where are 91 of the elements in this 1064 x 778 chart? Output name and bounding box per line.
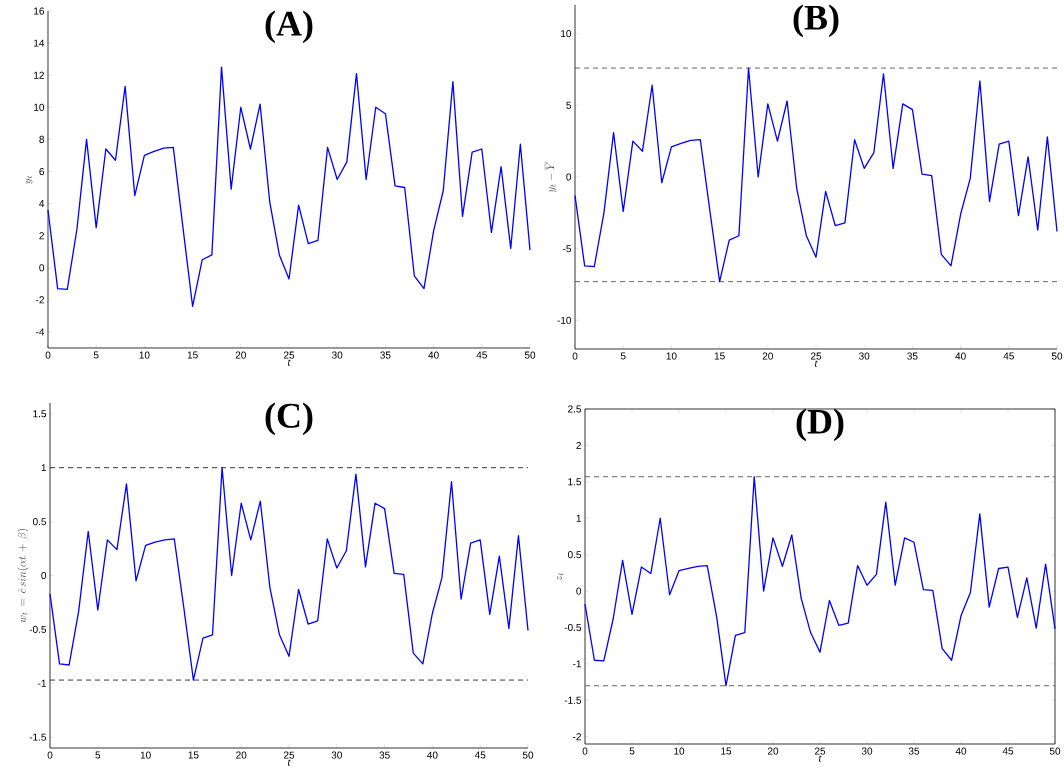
line-series <box>584 476 1056 687</box>
x-tick-label: 45 <box>476 351 487 359</box>
y-tick-label: 1 <box>41 464 46 472</box>
x-tick-label: 0 <box>582 747 588 755</box>
y-tick-label: 0.5 <box>567 551 582 559</box>
x-tick-label: 5 <box>93 351 99 359</box>
x-tick-label: 10 <box>140 751 151 759</box>
y-tick-label: -1.5 <box>29 733 47 741</box>
x-tick-label: 25 <box>283 351 295 359</box>
x-tick-label: 40 <box>955 747 967 755</box>
y-tick-label: -0.5 <box>29 625 47 633</box>
y-tick-label: 0 <box>576 587 582 595</box>
y-tick-label: -1 <box>38 679 46 687</box>
x-tick-label: 20 <box>236 751 247 759</box>
x-tick-label: 10 <box>666 352 677 360</box>
y-tick-label: 5 <box>566 101 572 109</box>
x-tick-label: 40 <box>428 351 439 359</box>
x-tick-label: 50 <box>524 351 536 359</box>
chart-title: (C) <box>265 402 313 436</box>
y-tick-label: -1.5 <box>564 696 582 704</box>
x-tick-label: 30 <box>332 351 343 359</box>
x-axis-title: t <box>818 755 822 762</box>
y-tick-label: 10 <box>561 30 572 38</box>
y-axis-title: $w_t \,=\, \hat{c}\, sin(\alpha t \,+\, \beta)$ <box>17 529 29 623</box>
x-tick-label: 10 <box>674 747 685 755</box>
y-tick-label: 12 <box>34 71 44 79</box>
x-tick-label: 50 <box>1051 352 1063 360</box>
x-tick-label: 0 <box>47 751 53 759</box>
y-tick-label: 1 <box>576 514 581 522</box>
x-tick-label: 45 <box>1003 352 1014 360</box>
x-tick-label: 35 <box>379 751 390 759</box>
y-tick-label: -2 <box>36 296 44 304</box>
y-tick-label: 2.5 <box>568 405 582 413</box>
x-tick-label: 25 <box>283 751 295 759</box>
x-tick-label: 45 <box>1002 747 1014 755</box>
y-axis-title: $z_t$ <box>556 572 564 581</box>
x-tick-label: 5 <box>95 751 101 759</box>
y-tick-label: -5 <box>563 245 572 253</box>
x-tick-label: 30 <box>331 751 342 759</box>
y-axis-title: $y_t$ <box>25 175 33 184</box>
x-tick-label: 20 <box>235 351 246 359</box>
y-tick-label: 0 <box>41 571 47 580</box>
x-tick-label: 30 <box>861 747 873 755</box>
y-tick-label: 0 <box>39 264 45 272</box>
x-tick-label: 25 <box>810 352 822 360</box>
y-tick-label: -4 <box>36 328 45 336</box>
line-series <box>49 467 529 681</box>
x-tick-label: 40 <box>427 751 438 759</box>
x-tick-label: 30 <box>859 352 870 360</box>
x-tick-label: 50 <box>522 751 534 759</box>
y-tick-label: 2 <box>39 232 44 240</box>
x-tick-label: 25 <box>814 747 826 755</box>
line-series <box>574 67 1058 283</box>
x-tick-label: 15 <box>188 751 199 759</box>
x-tick-label: 15 <box>187 351 198 359</box>
x-tick-label: 15 <box>714 352 725 360</box>
x-tick-label: 20 <box>767 747 779 755</box>
x-tick-label: 40 <box>955 352 966 360</box>
x-tick-label: 50 <box>1049 747 1061 755</box>
y-tick-label: -10 <box>557 316 572 324</box>
y-tick-label: 1.5 <box>568 478 582 486</box>
x-tick-label: 10 <box>139 351 150 359</box>
y-tick-label: 4 <box>39 200 45 207</box>
x-axis-title: t <box>814 360 818 367</box>
x-tick-label: 35 <box>907 352 918 360</box>
x-tick-label: 45 <box>474 751 486 759</box>
y-tick-label: 16 <box>34 7 45 15</box>
x-tick-label: 5 <box>629 747 635 755</box>
y-tick-label: 6 <box>39 167 45 175</box>
x-axis-title: t <box>287 359 291 366</box>
line-series <box>47 66 531 307</box>
chart-title: (A) <box>265 10 313 44</box>
y-tick-label: -0.5 <box>564 623 582 632</box>
y-tick-label: -2 <box>573 733 581 741</box>
y-tick-label: 8 <box>39 135 45 143</box>
y-tick-label: 1.5 <box>33 410 47 418</box>
chart-title: (B) <box>793 4 839 38</box>
x-tick-label: 15 <box>721 747 732 755</box>
y-tick-label: 0 <box>566 173 572 181</box>
x-tick-label: 35 <box>380 351 391 359</box>
y-tick-label: 0.5 <box>32 518 47 526</box>
y-tick-label: -1 <box>573 660 581 668</box>
x-axis-title: t <box>287 759 291 766</box>
x-tick-label: 5 <box>620 352 626 360</box>
y-tick-label: 2 <box>576 441 581 449</box>
y-tick-label: 10 <box>34 103 45 111</box>
chart-title: (D) <box>796 408 844 442</box>
y-tick-label: 14 <box>34 39 45 47</box>
y-axis-title: $y_t - \overline{Y}$ <box>545 161 557 193</box>
x-tick-label: 20 <box>762 352 773 360</box>
x-tick-label: 35 <box>908 747 920 755</box>
